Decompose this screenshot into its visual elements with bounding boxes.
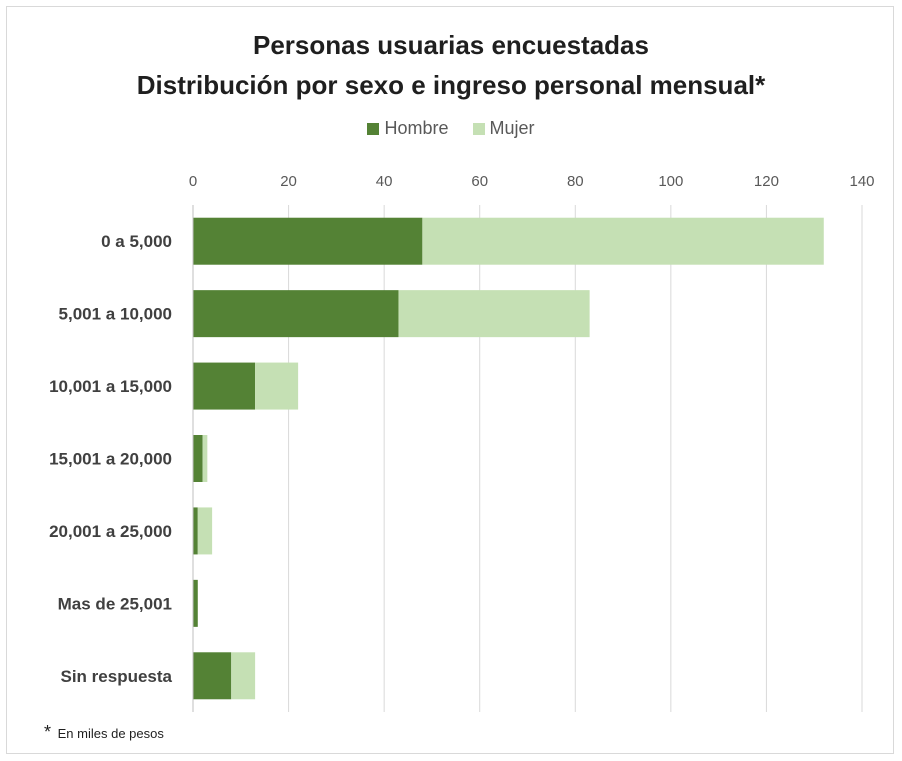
x-tick-label: 60 xyxy=(471,173,488,190)
x-tick-label: 0 xyxy=(189,173,197,190)
category-label: Mas de 25,001 xyxy=(58,594,172,613)
legend-item-mujer: Mujer xyxy=(472,118,535,139)
chart-frame xyxy=(6,6,894,754)
x-tick-label: 40 xyxy=(376,173,393,190)
bar-mujer xyxy=(202,435,208,482)
legend-label-mujer: Mujer xyxy=(489,118,535,138)
x-tick-label: 80 xyxy=(567,173,584,190)
legend-label-hombre: Hombre xyxy=(384,118,449,138)
chart-subtitle: Distribución por sexo e ingreso personal… xyxy=(136,70,766,100)
footnote-text: En miles de pesos xyxy=(57,726,164,741)
legend-swatch-hombre xyxy=(367,122,380,135)
chart-title: Personas usuarias encuestadas xyxy=(253,30,649,60)
footnote: * En miles de pesos xyxy=(44,722,164,743)
bar-mujer xyxy=(231,652,256,700)
bar-hombre xyxy=(193,290,399,338)
x-tick-label: 140 xyxy=(849,173,874,190)
category-label: 10,001 a 15,000 xyxy=(49,377,172,396)
x-tick-label: 100 xyxy=(658,173,683,190)
x-tick-label: 120 xyxy=(754,173,779,190)
bar-hombre xyxy=(193,435,203,482)
bar-hombre xyxy=(193,507,198,555)
bar-mujer xyxy=(197,507,213,555)
bar-mujer xyxy=(398,290,590,338)
category-label: 20,001 a 25,000 xyxy=(49,522,172,541)
legend-item-hombre: Hombre xyxy=(367,118,449,139)
bar-hombre xyxy=(193,362,256,410)
legend-swatch-mujer xyxy=(472,122,485,135)
bar-mujer xyxy=(422,217,824,265)
legend: Hombre Mujer xyxy=(0,118,902,139)
bar-mujer xyxy=(255,362,299,410)
bar-hombre xyxy=(193,652,232,700)
category-label: 0 a 5,000 xyxy=(101,232,172,251)
category-label: 15,001 a 20,000 xyxy=(49,450,172,469)
category-label: 5,001 a 10,000 xyxy=(59,305,172,324)
bar-hombre xyxy=(193,579,198,627)
footnote-mark: * xyxy=(44,722,52,742)
bar-hombre xyxy=(193,217,423,265)
x-tick-label: 20 xyxy=(280,173,297,190)
category-label: Sin respuesta xyxy=(61,667,173,686)
